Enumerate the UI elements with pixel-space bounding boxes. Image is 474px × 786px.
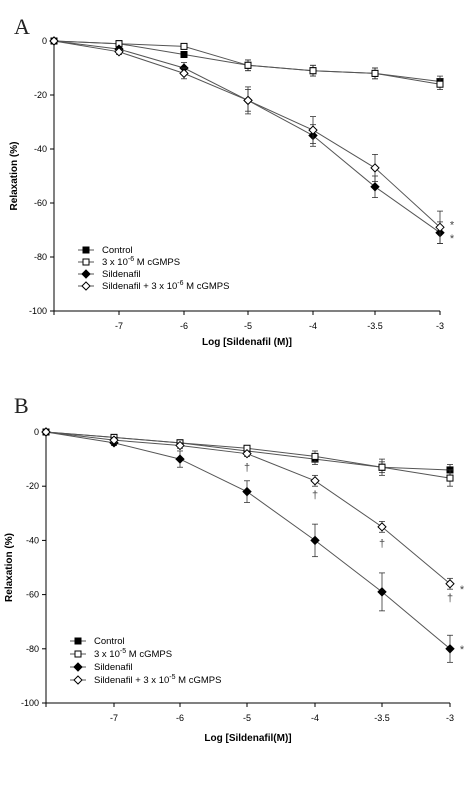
legend-marker xyxy=(73,662,83,672)
y-axis-title: Relaxation (%) xyxy=(4,533,15,602)
annotation-mark: * xyxy=(450,233,455,245)
data-point xyxy=(370,163,380,173)
legend-label: Sildenafil xyxy=(102,269,141,280)
legend-label: Control xyxy=(94,636,125,647)
data-point xyxy=(311,452,319,460)
series-line xyxy=(53,40,441,228)
legend-marker xyxy=(74,650,82,658)
y-tick-label: -100 xyxy=(21,698,39,708)
y-tick-label: -80 xyxy=(34,252,47,262)
legend-marker xyxy=(73,675,83,685)
x-tick-label: -3.5 xyxy=(374,713,390,723)
data-point xyxy=(109,435,119,445)
legend-marker xyxy=(81,269,91,279)
data-point xyxy=(371,69,379,77)
data-point xyxy=(445,579,455,589)
legend-marker xyxy=(74,637,82,645)
y-tick-label: -40 xyxy=(34,144,47,154)
y-axis-title: Relaxation (%) xyxy=(9,142,20,211)
data-point xyxy=(175,454,185,464)
panel-label-a: A xyxy=(14,14,30,39)
annotation-mark: * xyxy=(460,644,465,656)
annotation-mark: * xyxy=(460,584,465,596)
legend-marker xyxy=(82,246,90,254)
x-tick-label: -3 xyxy=(446,713,454,723)
y-tick-label: -60 xyxy=(26,590,39,600)
y-tick-label: -100 xyxy=(29,306,47,316)
legend-label: Control xyxy=(102,245,133,256)
x-axis-title: Log [Sildenafil (M)] xyxy=(202,337,292,348)
x-tick-label: -6 xyxy=(176,713,184,723)
series-line xyxy=(53,40,441,82)
data-point xyxy=(377,587,387,597)
data-point xyxy=(446,474,454,482)
y-tick-label: 0 xyxy=(34,427,39,437)
chart-panel-b: 0 -20 -40 -60 -80 -100 -7 -6 -5 -4 -3.5 -3 Log [Sild… xyxy=(4,427,465,744)
data-point xyxy=(179,68,189,79)
data-point xyxy=(370,182,380,192)
data-point xyxy=(114,47,124,57)
x-tick-label: -3.5 xyxy=(367,321,383,331)
y-tick-label: -20 xyxy=(26,481,39,491)
x-tick-label: -7 xyxy=(110,713,118,723)
legend-label: 3 x 10-6 M cGMPS xyxy=(102,256,180,268)
data-point xyxy=(244,61,252,69)
legend-marker xyxy=(82,258,90,266)
x-tick-label: -5 xyxy=(244,321,252,331)
data-point xyxy=(435,222,445,233)
legend-label: Sildenafil xyxy=(94,662,133,673)
data-point xyxy=(310,476,320,486)
x-tick-label: -5 xyxy=(243,713,251,723)
data-point xyxy=(180,42,188,50)
y-tick-label: -20 xyxy=(34,90,47,100)
data-point xyxy=(242,486,252,497)
data-point xyxy=(377,522,387,532)
chart-panel-a: 0 -20 -40 -60 -80 -100 -7 -6 -5 -4 -3.5 -3 Log [Sild… xyxy=(9,36,455,348)
y-tick-label: -80 xyxy=(26,644,39,654)
data-point xyxy=(49,36,59,46)
data-point xyxy=(308,125,318,135)
data-point xyxy=(180,51,188,58)
data-point xyxy=(242,448,252,459)
data-point xyxy=(445,644,455,654)
legend-marker xyxy=(81,281,91,291)
annotation-mark: † xyxy=(312,489,318,501)
data-point xyxy=(436,80,444,88)
data-point xyxy=(378,463,386,471)
data-point xyxy=(310,535,320,546)
series-line xyxy=(53,40,441,234)
x-tick-label: -4 xyxy=(311,713,319,723)
x-tick-label: -6 xyxy=(180,321,188,331)
y-tick-label: 0 xyxy=(42,36,47,46)
annotation-mark: † xyxy=(244,462,250,474)
annotation-mark: * xyxy=(450,220,455,232)
data-point xyxy=(243,95,253,106)
x-tick-label: -7 xyxy=(115,321,123,331)
legend-label: 3 x 10-5 M cGMPS xyxy=(94,648,172,660)
y-tick-label: -60 xyxy=(34,198,47,208)
y-tick-label: -40 xyxy=(26,535,39,545)
panel-label-b: B xyxy=(14,393,29,418)
legend-label: Sildenafil + 3 x 10-6 M cGMPS xyxy=(102,280,229,292)
x-tick-label: -4 xyxy=(309,321,317,331)
data-point xyxy=(41,427,51,437)
data-point xyxy=(309,67,317,75)
x-tick-label: -3 xyxy=(436,321,444,331)
annotation-mark: † xyxy=(447,592,453,604)
legend-label: Sildenafil + 3 x 10-5 M cGMPS xyxy=(94,674,221,686)
x-axis-title: Log [Sildenafil(M)] xyxy=(204,733,291,744)
annotation-mark: † xyxy=(379,538,385,550)
data-point xyxy=(175,440,185,451)
